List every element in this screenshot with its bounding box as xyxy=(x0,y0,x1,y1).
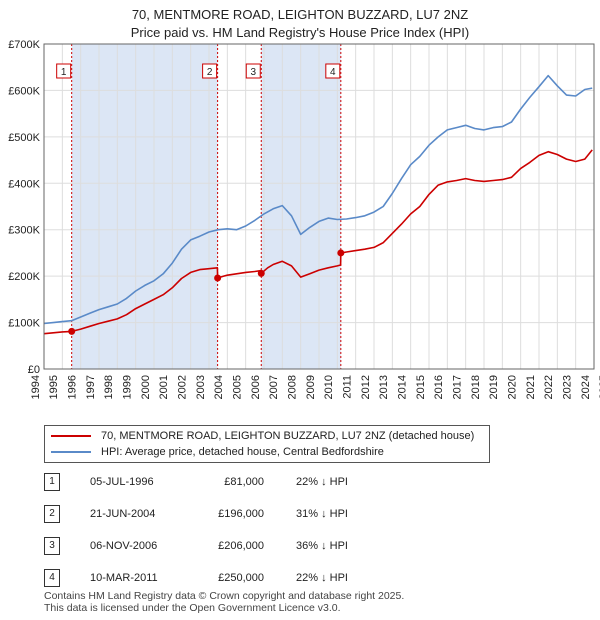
sale-point xyxy=(214,274,222,282)
x-tick-label: 2007 xyxy=(268,375,280,399)
x-tick-label: 2023 xyxy=(562,375,574,399)
y-tick-label: £700K xyxy=(8,39,40,51)
x-tick-label: 2001 xyxy=(158,375,170,399)
y-tick-label: £100K xyxy=(8,318,40,330)
sale-point xyxy=(257,269,265,277)
sale-price: £81,000 xyxy=(224,476,264,488)
sale-number-badge: 4 xyxy=(44,569,60,587)
x-tick-label: 2010 xyxy=(323,375,335,399)
y-tick-label: £500K xyxy=(8,132,40,144)
x-tick-label: 2016 xyxy=(433,375,445,399)
sale-point xyxy=(68,327,76,335)
x-tick-label: 2024 xyxy=(580,375,592,399)
sale-number-badge: 3 xyxy=(44,537,60,555)
y-tick-label: £400K xyxy=(8,178,40,190)
x-tick-label: 2011 xyxy=(342,375,354,399)
y-tick-label: £300K xyxy=(8,225,40,237)
sale-label-text: 4 xyxy=(330,67,336,78)
chart-title: 70, MENTMORE ROAD, LEIGHTON BUZZARD, LU7… xyxy=(0,6,600,42)
y-tick-label: £200K xyxy=(8,271,40,283)
x-tick-label: 2004 xyxy=(213,375,225,399)
legend-swatch-hpi xyxy=(51,451,91,454)
x-tick-label: 2015 xyxy=(415,375,427,399)
sale-number-badge: 2 xyxy=(44,505,60,523)
x-tick-label: 2014 xyxy=(397,375,409,399)
sale-price: £250,000 xyxy=(218,572,264,584)
x-tick-label: 2012 xyxy=(360,375,372,399)
sale-label-box xyxy=(245,63,261,79)
shaded-region xyxy=(71,44,218,369)
x-tick-label: 2000 xyxy=(140,375,152,399)
sale-label-text: 1 xyxy=(61,67,67,78)
x-tick-label: 2019 xyxy=(488,375,500,399)
x-tick-label: 2020 xyxy=(507,375,519,399)
sale-price: £206,000 xyxy=(218,540,264,552)
sale-row: 4 10-MAR-2011 £250,000 22% ↓ HPI xyxy=(44,568,424,588)
footer-line-1: Contains HM Land Registry data © Crown c… xyxy=(44,590,405,602)
legend-item-hpi: HPI: Average price, detached house, Cent… xyxy=(51,444,384,460)
sale-hpi-diff: 22% ↓ HPI xyxy=(296,572,348,584)
price-chart: 1 2 3 4 £0 £100K £200K £300K £400K £500K £600K £700… xyxy=(8,39,600,399)
x-tick-label: 1998 xyxy=(103,375,115,399)
x-tick-label: 2009 xyxy=(305,375,317,399)
legend-item-property: 70, MENTMORE ROAD, LEIGHTON BUZZARD, LU7… xyxy=(51,428,474,444)
x-tick-label: 2008 xyxy=(287,375,299,399)
y-tick-label: £600K xyxy=(8,85,40,97)
sale-label-text: 2 xyxy=(207,67,213,78)
x-tick-label: 1997 xyxy=(85,375,97,399)
sale-label-text: 3 xyxy=(250,67,256,78)
sale-label-box xyxy=(325,63,341,79)
x-tick-label: 1996 xyxy=(67,375,79,399)
footer: Contains HM Land Registry data © Crown c… xyxy=(44,590,404,614)
x-tick-label: 2006 xyxy=(250,375,262,399)
sale-date: 10-MAR-2011 xyxy=(90,572,158,584)
x-tick-label: 2021 xyxy=(525,375,537,399)
title-line-2: Price paid vs. HM Land Registry's House … xyxy=(130,25,470,40)
sale-hpi-diff: 22% ↓ HPI xyxy=(296,476,348,488)
x-tick-label: 2002 xyxy=(177,375,189,399)
x-tick-label: 2005 xyxy=(232,375,244,399)
sale-label-box xyxy=(56,63,72,79)
x-tick-label: 2018 xyxy=(470,375,482,399)
sale-row: 3 06-NOV-2006 £206,000 36% ↓ HPI xyxy=(44,536,424,556)
x-tick-label: 1999 xyxy=(122,375,134,399)
x-tick-label: 1994 xyxy=(30,375,42,399)
sale-row: 2 21-JUN-2004 £196,000 31% ↓ HPI xyxy=(44,504,424,524)
legend-label-property: 70, MENTMORE ROAD, LEIGHTON BUZZARD, LU7… xyxy=(101,430,475,442)
y-tick-label: £0 xyxy=(28,364,40,376)
x-tick-label: 2003 xyxy=(195,375,207,399)
sale-row: 1 05-JUL-1996 £81,000 22% ↓ HPI xyxy=(44,472,424,492)
sale-date: 21-JUN-2004 xyxy=(90,508,156,520)
title-line-1: 70, MENTMORE ROAD, LEIGHTON BUZZARD, LU7… xyxy=(131,7,469,22)
sale-number-badge: 1 xyxy=(44,473,60,491)
sale-date: 06-NOV-2006 xyxy=(90,540,158,552)
sale-date: 05-JUL-1996 xyxy=(90,476,154,488)
x-tick-label: 2013 xyxy=(378,375,390,399)
footer-line-2: This data is licensed under the Open Gov… xyxy=(44,602,341,614)
x-tick-label: 1995 xyxy=(48,375,60,399)
sale-hpi-diff: 31% ↓ HPI xyxy=(296,508,348,520)
x-tick-label: 2017 xyxy=(452,375,464,399)
legend-swatch-property xyxy=(51,435,91,438)
sale-label-box xyxy=(202,63,218,79)
x-tick-label: 2025 xyxy=(598,375,600,399)
sale-hpi-diff: 36% ↓ HPI xyxy=(296,540,348,552)
sale-price: £196,000 xyxy=(218,508,264,520)
hpi-line xyxy=(43,74,593,325)
property-price-line xyxy=(43,149,593,335)
plot-border xyxy=(43,43,595,370)
sale-point xyxy=(337,249,345,257)
legend: 70, MENTMORE ROAD, LEIGHTON BUZZARD, LU7… xyxy=(44,425,490,463)
x-tick-label: 2022 xyxy=(543,375,555,399)
legend-label-hpi: HPI: Average price, detached house, Cent… xyxy=(101,446,384,458)
